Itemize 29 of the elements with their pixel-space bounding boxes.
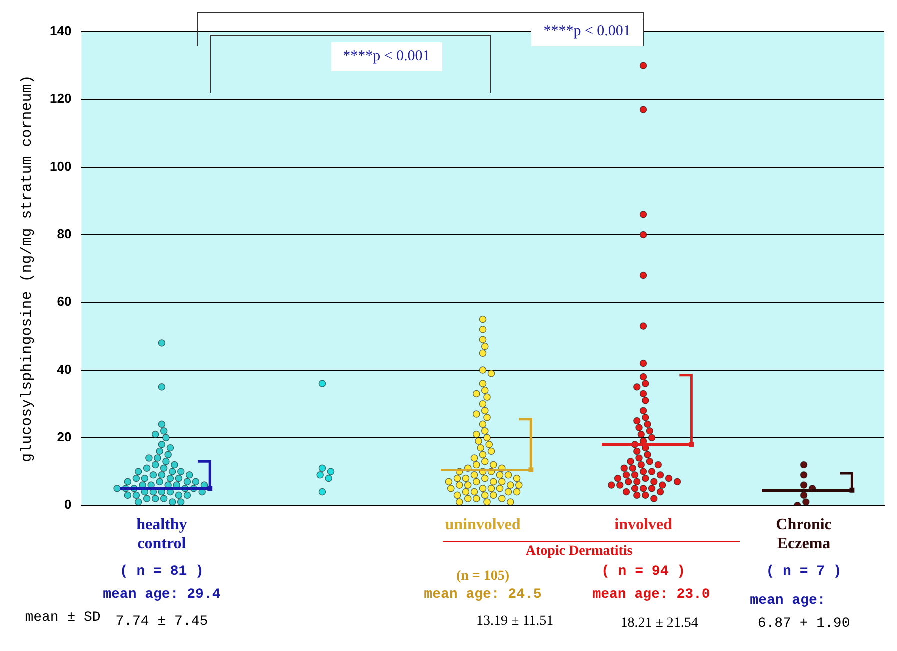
annotation: ****p < 0.001 — [331, 42, 442, 72]
text: 13.19 ± 11.51 — [476, 614, 554, 630]
text: 6.87 + 1.90 — [758, 616, 850, 632]
y-tick-label: 120 — [50, 91, 72, 106]
text: mean age: 23.0 — [592, 586, 710, 603]
x-tick-label: Chronic Eczema — [776, 516, 832, 553]
text: 18.21 ± 21.54 — [620, 616, 698, 632]
y-tick-label: 0 — [64, 497, 72, 512]
text: mean age: — [750, 592, 826, 609]
y-tick-label: 40 — [57, 362, 72, 377]
text: 7.74 ± 7.45 — [116, 614, 208, 630]
y-tick-label: 60 — [57, 294, 72, 310]
y-tick-label: 140 — [50, 24, 72, 39]
annotation: ****p < 0.001 — [532, 18, 643, 46]
y-tick-label: 20 — [57, 430, 72, 445]
y-tick-label: 80 — [57, 226, 72, 242]
x-tick-label: involved — [614, 516, 673, 534]
text: mean age: 24.5 — [424, 586, 542, 603]
text: ( n = 7 ) — [766, 564, 842, 580]
text: (n = 105) — [456, 568, 510, 585]
text: ( n = 94 ) — [602, 564, 686, 580]
x-tick-label: uninvolved — [445, 516, 521, 534]
text: mean ± SD — [25, 610, 101, 626]
text: Atopic Dermatitis — [526, 544, 633, 560]
x-tick-label: healthy control — [136, 516, 188, 553]
y-axis-title: glucosylsphingosine (ng/mg stratum corneum) — [18, 75, 36, 462]
text: ( n = 81 ) — [120, 564, 204, 580]
text: mean age: 29.4 — [103, 586, 221, 603]
y-tick-label: 100 — [50, 158, 72, 174]
